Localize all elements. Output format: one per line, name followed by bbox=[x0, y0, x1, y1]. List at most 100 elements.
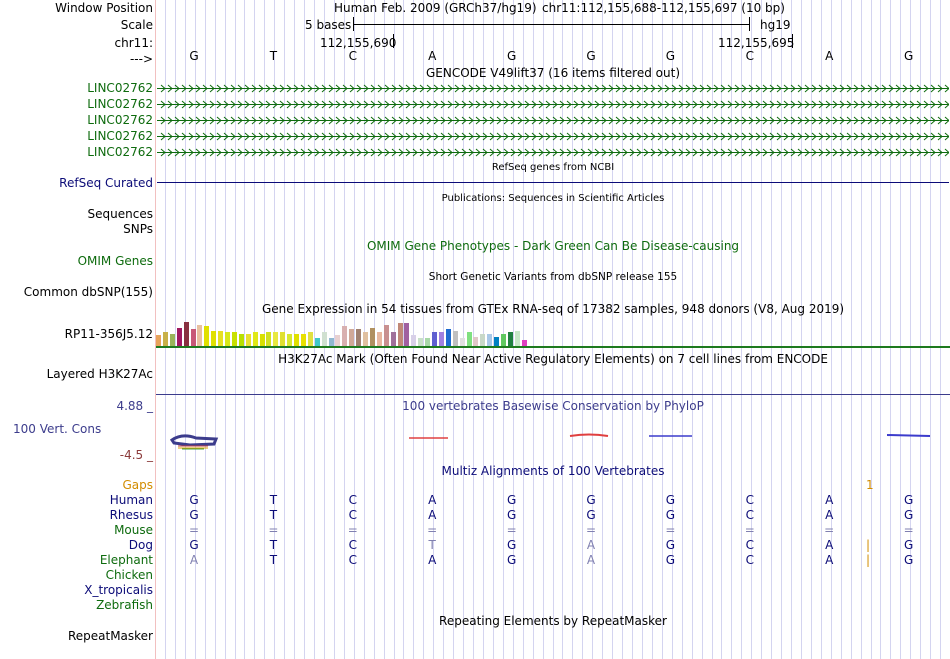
pubs-track-title[interactable]: Publications: Sequences in Scientific Ar… bbox=[441, 193, 665, 204]
gtex-tissue-bar[interactable] bbox=[169, 334, 175, 346]
gtex-tissue-bar[interactable] bbox=[445, 329, 451, 346]
gencode-item-label[interactable]: LINC02762 bbox=[87, 81, 153, 95]
assembly-title[interactable]: Human Feb. 2009 (GRCh37/hg19) bbox=[334, 1, 537, 15]
gencode-transcript[interactable] bbox=[157, 100, 949, 109]
gaps-label[interactable]: Gaps bbox=[122, 478, 153, 492]
gtex-tissue-bar[interactable] bbox=[197, 325, 203, 346]
gtex-tissue-bar[interactable] bbox=[487, 334, 493, 346]
omim-track-label[interactable]: OMIM Genes bbox=[77, 254, 153, 268]
dbsnp-track-label[interactable]: Common dbSNP(155) bbox=[23, 285, 153, 299]
gtex-tissue-bar[interactable] bbox=[363, 332, 368, 346]
gtex-tissue-bar[interactable] bbox=[369, 328, 375, 346]
refseq-track-title[interactable]: RefSeq genes from NCBI bbox=[491, 162, 615, 173]
gtex-tissue-bar[interactable] bbox=[356, 329, 362, 346]
gtex-tissue-bar[interactable] bbox=[162, 332, 168, 346]
gtex-tissue-bar[interactable] bbox=[300, 334, 306, 346]
gtex-tissue-bar[interactable] bbox=[438, 332, 444, 346]
gtex-tissue-bar[interactable] bbox=[252, 332, 258, 346]
gtex-tissue-bar[interactable] bbox=[204, 326, 210, 346]
gtex-track-title[interactable]: Gene Expression in 54 tissues from GTEx … bbox=[261, 302, 845, 316]
gtex-tissue-bar[interactable] bbox=[190, 329, 196, 346]
h3k27ac-track-title[interactable]: H3K27Ac Mark (Often Found Near Active Re… bbox=[278, 352, 828, 366]
multiz-track-title[interactable]: Multiz Alignments of 100 Vertebrates bbox=[441, 464, 665, 478]
gtex-tissue-bar[interactable] bbox=[287, 334, 293, 346]
species-label[interactable]: Human bbox=[109, 493, 153, 507]
gencode-item-label[interactable]: LINC02762 bbox=[87, 129, 153, 143]
gtex-tissue-bar[interactable] bbox=[225, 332, 230, 346]
gtex-tissue-bar[interactable] bbox=[494, 337, 500, 346]
gtex-tissue-bar[interactable] bbox=[418, 338, 424, 346]
gtex-tissue-bar[interactable] bbox=[294, 334, 299, 346]
gtex-tissue-bar[interactable] bbox=[211, 331, 217, 346]
gtex-tissue-bar[interactable] bbox=[501, 334, 506, 346]
position-readout[interactable]: chr11:112,155,688-112,155,697 (10 bp) bbox=[542, 1, 785, 15]
gtex-tissue-bar[interactable] bbox=[307, 332, 313, 346]
gtex-tissue-bar[interactable] bbox=[473, 337, 479, 346]
gtex-tissue-bar[interactable] bbox=[245, 334, 251, 346]
gtex-tissue-bar[interactable] bbox=[156, 335, 161, 346]
gtex-tissue-bar[interactable] bbox=[459, 338, 465, 346]
gtex-tissue-bar[interactable] bbox=[266, 332, 272, 346]
species-label[interactable]: Mouse bbox=[114, 523, 153, 537]
gridline bbox=[900, 0, 902, 659]
gtex-tissue-bar[interactable] bbox=[514, 331, 520, 346]
repeatmasker-track-title[interactable]: Repeating Elements by RepeatMasker bbox=[439, 614, 667, 628]
gtex-tissue-bar[interactable] bbox=[335, 335, 341, 346]
gridline bbox=[771, 0, 773, 659]
gtex-tissue-bar[interactable] bbox=[383, 325, 389, 346]
gtex-tissue-bar[interactable] bbox=[480, 334, 486, 346]
gencode-item-label[interactable]: LINC02762 bbox=[87, 113, 153, 127]
gtex-track-label[interactable]: RP11-356J5.12 bbox=[64, 327, 153, 341]
gencode-transcript[interactable] bbox=[157, 84, 949, 93]
aligned-base: = bbox=[506, 523, 517, 537]
dbsnp-track-title[interactable]: Short Genetic Variants from dbSNP releas… bbox=[428, 271, 678, 283]
gtex-tissue-bar[interactable] bbox=[349, 329, 355, 346]
h3k27ac-track-label[interactable]: Layered H3K27Ac bbox=[46, 367, 153, 381]
sequences-label[interactable]: Sequences bbox=[87, 207, 153, 221]
refseq-track-label[interactable]: RefSeq Curated bbox=[59, 176, 153, 190]
gtex-tissue-bar[interactable] bbox=[452, 331, 458, 346]
gtex-tissue-bar[interactable] bbox=[390, 332, 396, 346]
snps-label[interactable]: SNPs bbox=[123, 222, 153, 236]
gtex-tissue-bar[interactable] bbox=[273, 332, 279, 346]
species-label[interactable]: Chicken bbox=[105, 568, 153, 582]
gtex-tissue-bar[interactable] bbox=[342, 326, 348, 346]
aligned-base: = bbox=[268, 523, 279, 537]
gtex-tissue-bar[interactable] bbox=[425, 338, 431, 346]
gtex-tissue-bar[interactable] bbox=[376, 332, 382, 346]
gtex-tissue-bar[interactable] bbox=[432, 332, 437, 346]
gtex-tissue-bar[interactable] bbox=[183, 322, 189, 346]
species-label[interactable]: Zebrafish bbox=[96, 598, 153, 612]
gencode-track-title[interactable]: GENCODE V49lift37 (16 items filtered out… bbox=[425, 66, 680, 80]
gtex-tissue-bar[interactable] bbox=[404, 323, 410, 346]
gtex-tissue-bar[interactable] bbox=[466, 332, 472, 346]
omim-track-title[interactable]: OMIM Gene Phenotypes - Dark Green Can Be… bbox=[366, 239, 740, 253]
gtex-tissue-bar[interactable] bbox=[507, 332, 513, 346]
species-label[interactable]: X_tropicalis bbox=[84, 583, 153, 597]
repeatmasker-track-label[interactable]: RepeatMasker bbox=[67, 629, 153, 643]
gtex-tissue-bar[interactable] bbox=[521, 340, 527, 346]
gtex-tissue-bar[interactable] bbox=[280, 332, 286, 346]
gtex-tissue-bar[interactable] bbox=[176, 328, 182, 346]
gtex-tissue-bar[interactable] bbox=[397, 323, 403, 346]
gtex-tissue-bar[interactable] bbox=[411, 335, 417, 346]
gtex-tissue-bar[interactable] bbox=[314, 338, 320, 346]
gtex-tissue-bar[interactable] bbox=[321, 332, 327, 346]
conservation-wiggle[interactable] bbox=[156, 428, 950, 452]
gencode-transcript[interactable] bbox=[157, 148, 949, 157]
gtex-tissue-bar[interactable] bbox=[238, 334, 244, 346]
species-label[interactable]: Rhesus bbox=[109, 508, 153, 522]
gtex-tissue-bar[interactable] bbox=[328, 338, 334, 346]
species-label[interactable]: Dog bbox=[128, 538, 153, 552]
gencode-item-label[interactable]: LINC02762 bbox=[87, 97, 153, 111]
species-label[interactable]: Elephant bbox=[99, 553, 153, 567]
gtex-tissue-bar[interactable] bbox=[259, 334, 265, 346]
gtex-tissue-bar[interactable] bbox=[231, 332, 237, 346]
gencode-transcript[interactable] bbox=[157, 132, 949, 141]
gencode-item-label[interactable]: LINC02762 bbox=[87, 145, 153, 159]
cons-track-title[interactable]: 100 vertebrates Basewise Conservation by… bbox=[402, 399, 704, 413]
gtex-tissue-bar[interactable] bbox=[218, 331, 224, 346]
cons-track-label[interactable]: 100 Vert. Cons bbox=[13, 422, 102, 436]
refseq-gene-line[interactable] bbox=[157, 182, 949, 183]
gencode-transcript[interactable] bbox=[157, 116, 949, 125]
